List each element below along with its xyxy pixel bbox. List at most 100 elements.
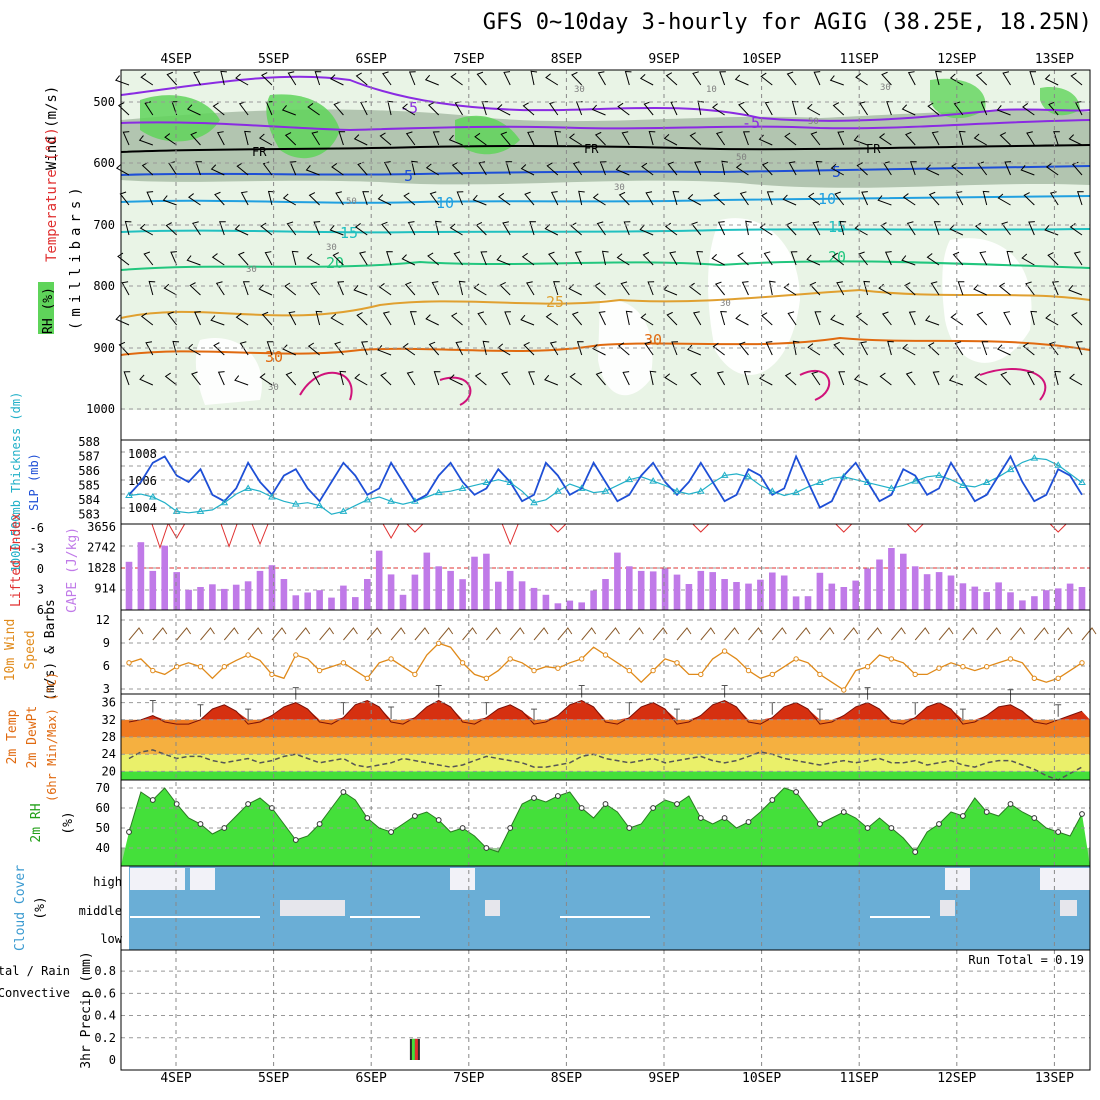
wind-barb xyxy=(164,372,177,386)
date-label-bottom: 7SEP xyxy=(453,1071,484,1086)
date-label-bottom: 4SEP xyxy=(160,1071,191,1086)
wind-barb xyxy=(458,280,466,296)
surface-barb xyxy=(938,627,954,641)
wind-barb xyxy=(119,191,130,206)
wind-barb xyxy=(1025,281,1035,296)
thickness-marker xyxy=(458,484,467,491)
wind-marker xyxy=(436,640,442,646)
wind-marker xyxy=(1055,675,1061,681)
cape-bar xyxy=(1066,583,1074,610)
surface-barb xyxy=(533,627,549,641)
wind-barb xyxy=(523,342,535,356)
isotherm-label: FR xyxy=(584,142,599,156)
wind-barb xyxy=(832,102,845,116)
rh-marker xyxy=(197,821,204,827)
rh-high-band-4 xyxy=(930,78,986,119)
cape-bar xyxy=(649,571,657,610)
rh-marker xyxy=(531,795,537,801)
cape-bar xyxy=(137,542,145,610)
rh-label: 10 xyxy=(706,85,717,95)
cape-bar xyxy=(709,572,716,610)
isotherm-label: 15 xyxy=(340,224,358,242)
wind-barb xyxy=(498,192,511,206)
rh-marker xyxy=(960,813,966,819)
wind-barb xyxy=(144,101,154,116)
wind-tick: 6 xyxy=(103,659,110,673)
cape-bar xyxy=(530,587,538,610)
surface-barb xyxy=(247,627,263,641)
cape-bar xyxy=(423,552,431,610)
wind-barb xyxy=(117,102,130,116)
li-tick: 0 xyxy=(37,562,44,576)
wind-barb xyxy=(837,131,845,146)
upper-air-ylabels: Wind (m/s) Temperature (°C) RH (%) (mill… xyxy=(38,86,84,334)
thickness-marker xyxy=(148,492,157,500)
cape-bar xyxy=(590,590,597,610)
wind-barb xyxy=(811,371,821,386)
wind-barb xyxy=(163,283,177,296)
minmax-whisker xyxy=(531,708,538,722)
li-ylabel: Lifted Index xyxy=(9,513,24,607)
cape-bar xyxy=(352,597,359,610)
wind-barb xyxy=(768,280,776,296)
isotherm-minus5b xyxy=(120,119,1091,132)
wind-barb xyxy=(815,160,823,176)
surface-barb xyxy=(891,627,906,641)
wind-barb xyxy=(425,314,439,326)
wind-barb xyxy=(286,221,297,236)
cape-tick: 914 xyxy=(94,582,116,596)
cape-bar xyxy=(673,574,681,610)
wind-barb xyxy=(1068,285,1083,296)
cloud-level-middle: middle xyxy=(79,904,122,918)
surface-barb xyxy=(343,627,358,641)
cape-bar xyxy=(280,579,288,610)
wind-barb xyxy=(308,192,320,206)
cape-bar xyxy=(268,565,276,610)
cape-bar xyxy=(888,548,895,610)
wind-barb xyxy=(761,161,773,176)
minmax-whisker xyxy=(245,708,252,722)
li-dip xyxy=(168,523,186,540)
cloud-high-block xyxy=(190,868,215,890)
wind-marker xyxy=(650,667,656,674)
wind-barb xyxy=(647,281,655,296)
upper-air-panel: -5 -5 FR FR FR 5 5 10 10 15 15 20 20 25 … xyxy=(115,70,1091,410)
wind-barb xyxy=(712,103,725,116)
wind-barb xyxy=(189,282,201,296)
isotherm-label: 20 xyxy=(326,254,344,272)
surface-barb xyxy=(962,627,978,641)
wind-barb xyxy=(166,71,178,86)
wind-barb xyxy=(432,131,440,146)
wind-barb xyxy=(211,253,225,266)
thickness-marker xyxy=(220,498,229,506)
wind-barb xyxy=(927,102,940,116)
date-label-bottom: 9SEP xyxy=(648,1071,679,1086)
wind-barb xyxy=(858,251,868,266)
isotherm-label: 5 xyxy=(404,167,413,185)
cape-bar xyxy=(900,553,907,610)
wind-barb xyxy=(405,131,416,146)
wind-marker xyxy=(197,664,204,670)
rh-marker xyxy=(936,821,942,827)
wind-barb xyxy=(186,104,201,116)
cloud-cover-panel: high middle low Cloud Cover (%) xyxy=(13,865,1090,951)
wind-barb xyxy=(404,281,416,296)
wind-barb xyxy=(570,222,583,236)
rh-marker xyxy=(221,825,228,831)
cape-bar xyxy=(1043,590,1050,610)
wind-barb xyxy=(836,281,845,296)
surface-barb xyxy=(271,627,287,641)
cape-bar xyxy=(149,570,157,610)
isotherm-30 xyxy=(120,336,1091,356)
wind-barb xyxy=(477,311,487,326)
wind-barb xyxy=(905,371,916,386)
wind-barb xyxy=(932,371,940,386)
wind-barb xyxy=(1006,250,1014,266)
wind-barb xyxy=(830,314,844,326)
minmax-whisker xyxy=(340,702,347,715)
wind-marker xyxy=(245,652,251,658)
wind-barb xyxy=(887,340,894,356)
wind-barb xyxy=(954,341,964,356)
wind-barb xyxy=(714,281,726,296)
wind-marker xyxy=(174,664,180,670)
